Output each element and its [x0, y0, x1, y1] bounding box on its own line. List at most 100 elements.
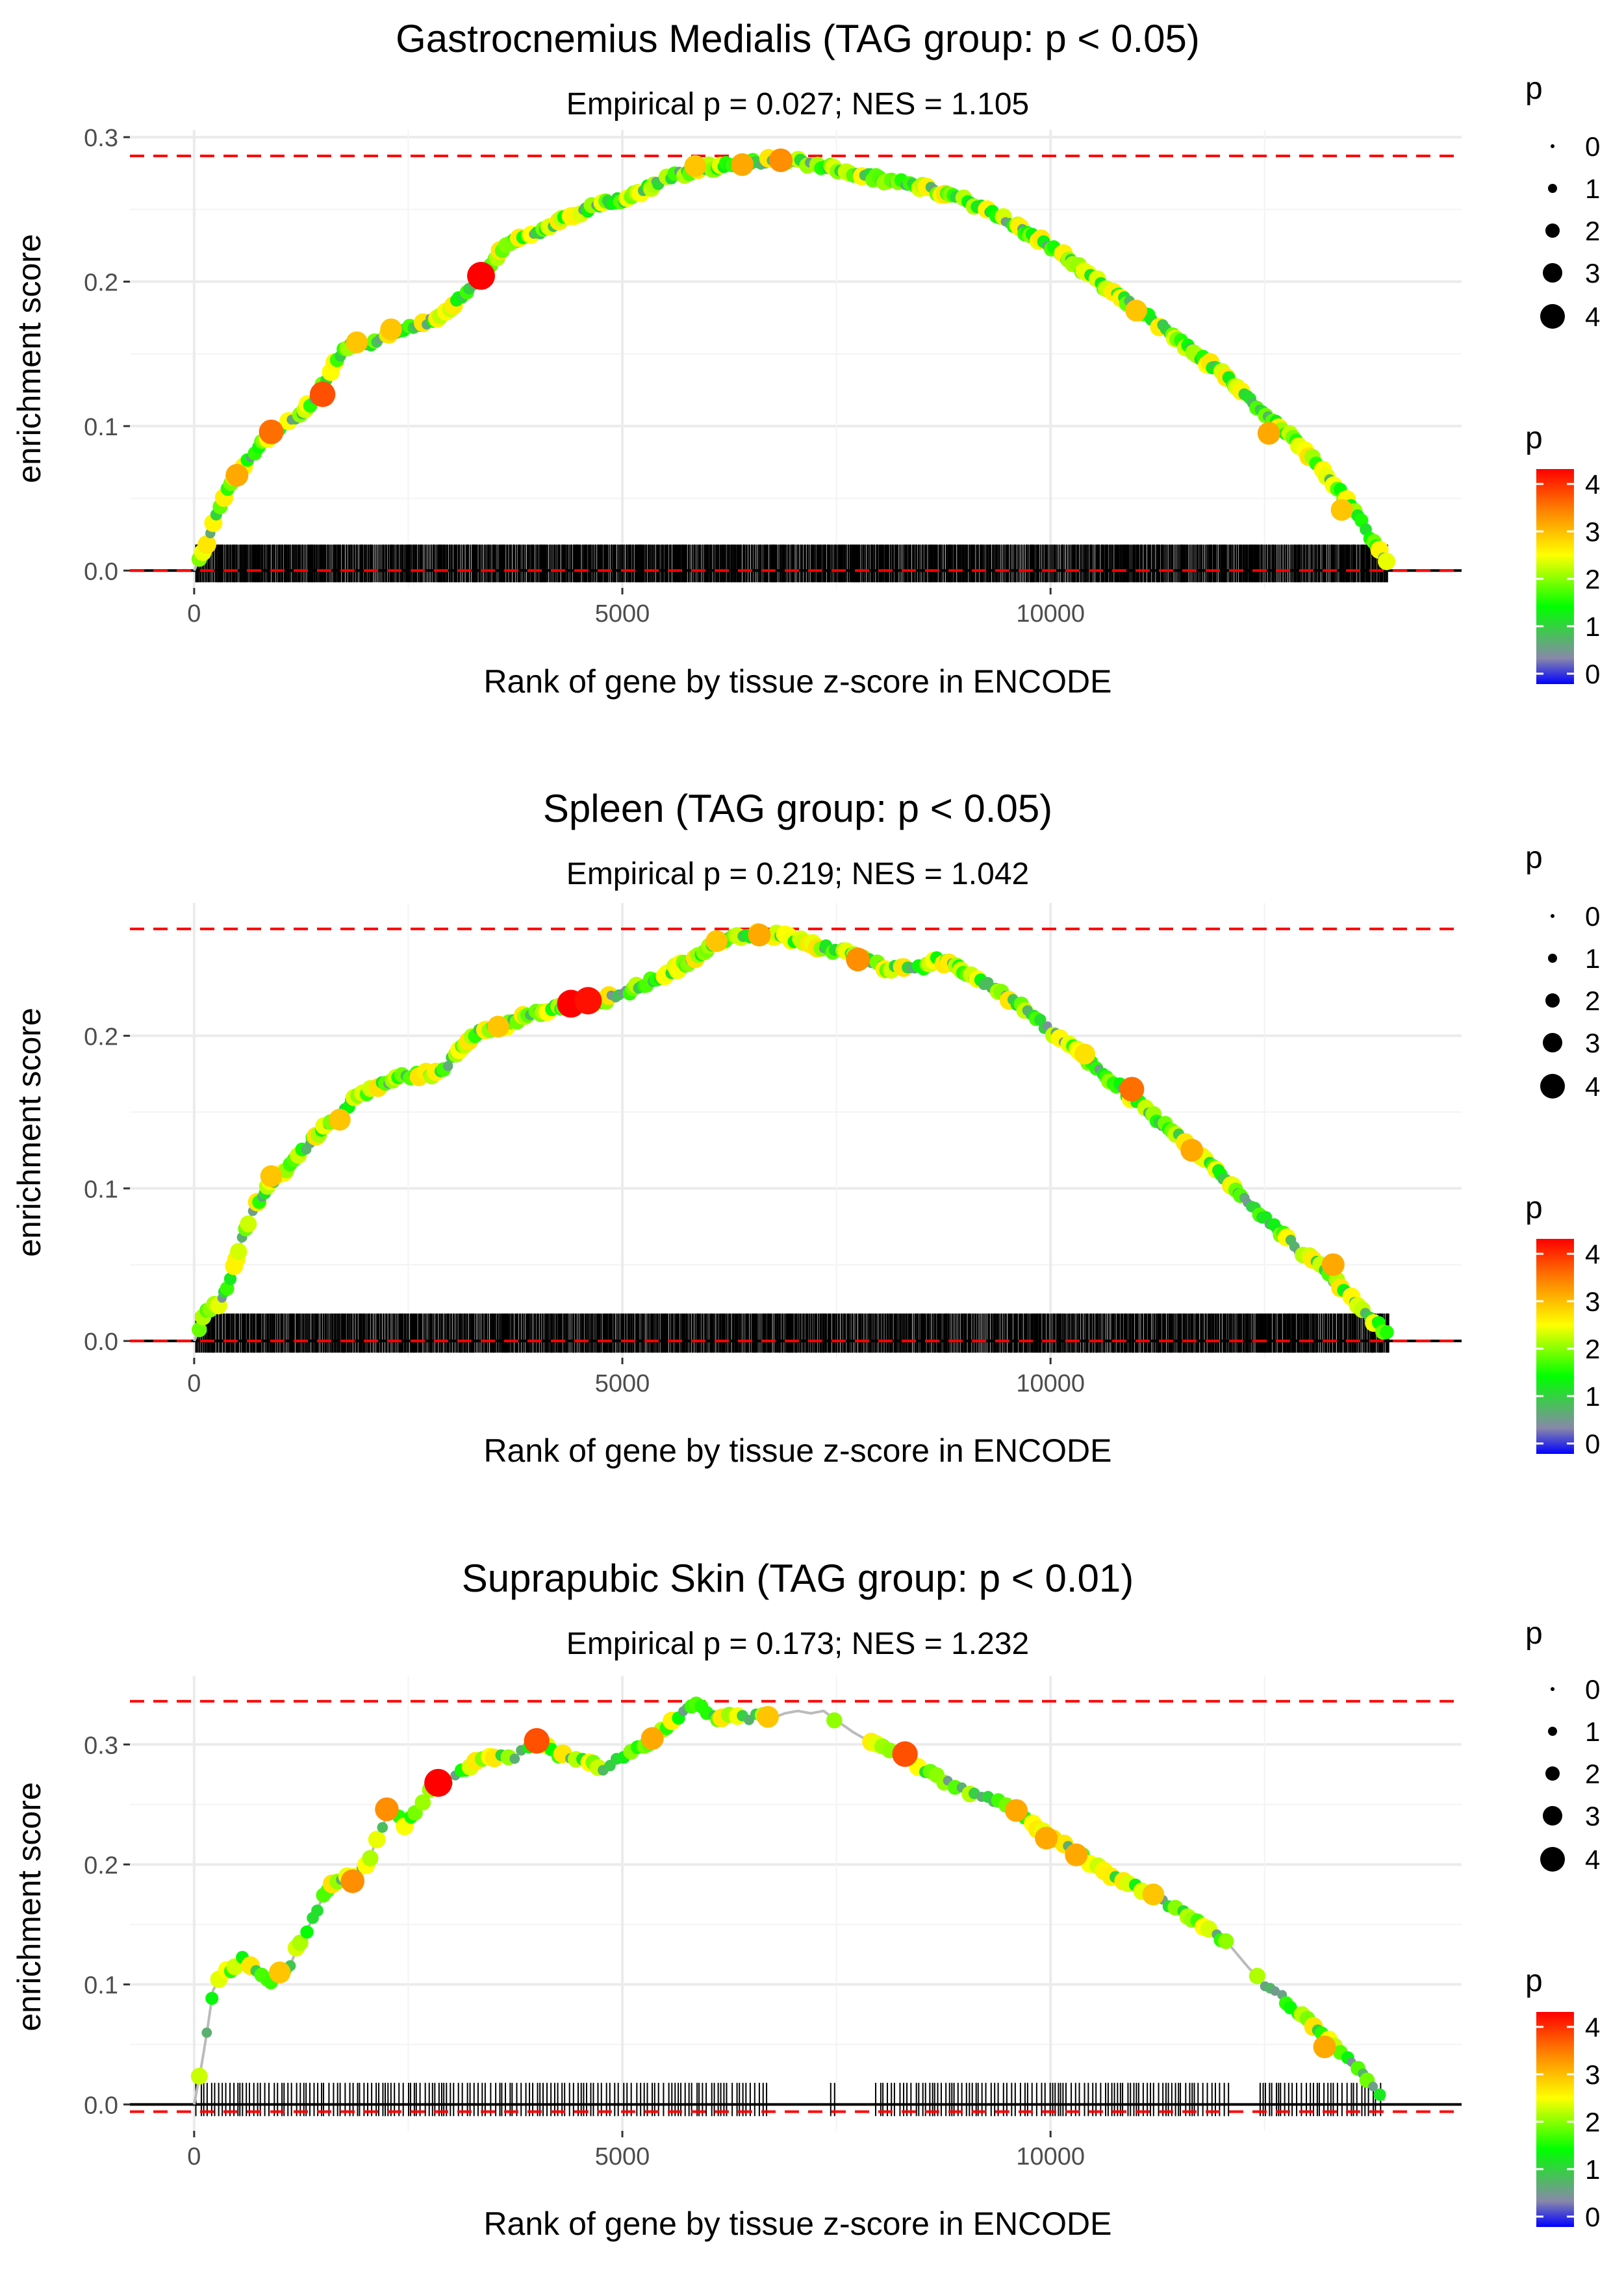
- color-legend-label: 4: [1585, 469, 1600, 500]
- y-tick-label: 0.0: [84, 2092, 118, 2119]
- plot-area: 0.0 0.1 0.2 0.3 0 5000 10000: [84, 1676, 1462, 2170]
- y-axis-label: enrichment score: [11, 1008, 47, 1257]
- color-legend-label: 0: [1585, 1429, 1600, 1459]
- significant-point: [1330, 499, 1353, 521]
- data-point: [1368, 2081, 1378, 2092]
- significant-point: [467, 262, 495, 290]
- significant-point: [487, 1015, 509, 1038]
- size-legend-label: 4: [1585, 301, 1600, 332]
- size-legend-label: 0: [1585, 901, 1600, 932]
- size-legend-label: 3: [1585, 1028, 1600, 1058]
- significant-point: [1180, 1139, 1204, 1162]
- size-legend-dot: [1545, 993, 1560, 1008]
- size-legend-label: 2: [1585, 986, 1600, 1016]
- colorbar: [1536, 1239, 1574, 1454]
- color-legend-label: 2: [1585, 1334, 1600, 1364]
- chart-subtitle: Empirical p = 0.219; NES = 1.042: [566, 857, 1029, 891]
- plot-area: 0.0 0.1 0.2 0 5000 10000: [84, 903, 1462, 1397]
- y-tick-label: 0.1: [84, 1176, 118, 1203]
- chart-subtitle: Empirical p = 0.173; NES = 1.232: [566, 1627, 1029, 1661]
- significant-point: [1035, 1826, 1058, 1850]
- significant-point: [424, 1768, 453, 1797]
- color-legend: p 0 1 2 3 4: [1525, 1191, 1600, 1459]
- significant-point: [1074, 1043, 1096, 1065]
- color-legend-label: 3: [1585, 2059, 1600, 2090]
- data-point: [240, 1215, 257, 1233]
- significant-point: [1313, 2035, 1336, 2059]
- y-tick-label: 0.2: [84, 1852, 118, 1879]
- y-axis-label: enrichment score: [11, 1782, 47, 2031]
- size-legend-label: 0: [1585, 131, 1600, 162]
- significant-point: [346, 331, 368, 353]
- data-point: [300, 1925, 314, 1939]
- color-legend-label: 0: [1585, 2202, 1600, 2232]
- significant-point: [260, 1165, 283, 1188]
- color-legend-label: 2: [1585, 2107, 1600, 2137]
- size-legend-dot: [1548, 954, 1557, 963]
- data-point: [205, 1992, 219, 2005]
- y-tick-label: 0.3: [84, 125, 118, 152]
- size-legend-label: 3: [1585, 258, 1600, 288]
- data-point: [1380, 1325, 1394, 1340]
- size-legend-dot: [1543, 263, 1562, 283]
- size-legend-dot: [1548, 1727, 1557, 1736]
- size-legend: p 0 1 2 3 4: [1525, 71, 1600, 332]
- size-legend-dot: [1548, 184, 1557, 193]
- size-legend-label: 1: [1585, 173, 1600, 204]
- color-legend-label: 0: [1585, 659, 1600, 689]
- y-tick-label: 0.1: [84, 414, 118, 441]
- size-legend-dot: [1543, 1806, 1562, 1825]
- significant-point: [1119, 1076, 1145, 1102]
- colorbar: [1536, 2012, 1574, 2227]
- size-legend: p 0 1 2 3 4: [1525, 841, 1600, 1102]
- color-legend-title: p: [1525, 1964, 1543, 1998]
- y-tick-label: 0.1: [84, 1972, 118, 2000]
- data-point: [192, 1321, 207, 1338]
- significant-point: [268, 1961, 291, 1984]
- size-legend-label: 1: [1585, 943, 1600, 974]
- size-legend-label: 3: [1585, 1801, 1600, 1831]
- data-point: [1378, 552, 1395, 570]
- chart-panel-1: Gastrocnemius Medialis (TAG group: p < 0…: [11, 17, 1600, 700]
- significant-point: [1257, 422, 1280, 445]
- significant-point: [375, 1797, 399, 1822]
- color-legend-label: 1: [1585, 611, 1600, 642]
- y-tick-label: 0.0: [84, 558, 118, 585]
- significant-point: [1004, 1799, 1028, 1822]
- data-point: [377, 1822, 388, 1833]
- data-point: [443, 1061, 453, 1071]
- data-point: [826, 1712, 843, 1729]
- significant-point: [1065, 1843, 1088, 1866]
- data-point: [201, 2028, 212, 2038]
- x-tick-label: 0: [187, 1370, 201, 1397]
- color-legend-label: 3: [1585, 516, 1600, 547]
- x-tick-label: 0: [187, 2143, 201, 2170]
- significant-point: [574, 987, 602, 1015]
- size-legend-label: 4: [1585, 1844, 1600, 1875]
- size-legend-dot: [1540, 304, 1565, 329]
- data-point: [311, 1904, 324, 1917]
- size-legend-dot: [1551, 144, 1554, 148]
- data-point: [509, 1753, 520, 1764]
- chart-panel-3: Suprapubic Skin (TAG group: p < 0.01) Em…: [11, 1557, 1600, 2242]
- size-legend-label: 0: [1585, 1674, 1600, 1705]
- color-legend-title: p: [1525, 1191, 1543, 1225]
- color-legend-label: 4: [1585, 2012, 1600, 2042]
- chart-title: Gastrocnemius Medialis (TAG group: p < 0…: [396, 17, 1200, 60]
- size-legend-dot: [1545, 223, 1560, 238]
- significant-point: [225, 464, 249, 487]
- x-axis-label: Rank of gene by tissue z-score in ENCODE: [483, 663, 1111, 700]
- y-tick-label: 0.0: [84, 1329, 118, 1356]
- significant-point: [1142, 1883, 1165, 1905]
- significant-point: [1321, 1253, 1345, 1277]
- color-legend-title: p: [1525, 421, 1543, 455]
- size-legend-dot: [1545, 1766, 1560, 1781]
- data-point: [1249, 1968, 1266, 1985]
- y-tick-label: 0.2: [84, 270, 118, 297]
- significant-point: [748, 923, 771, 947]
- significant-point: [768, 148, 793, 172]
- data-point: [223, 1272, 237, 1286]
- data-point: [230, 1243, 247, 1260]
